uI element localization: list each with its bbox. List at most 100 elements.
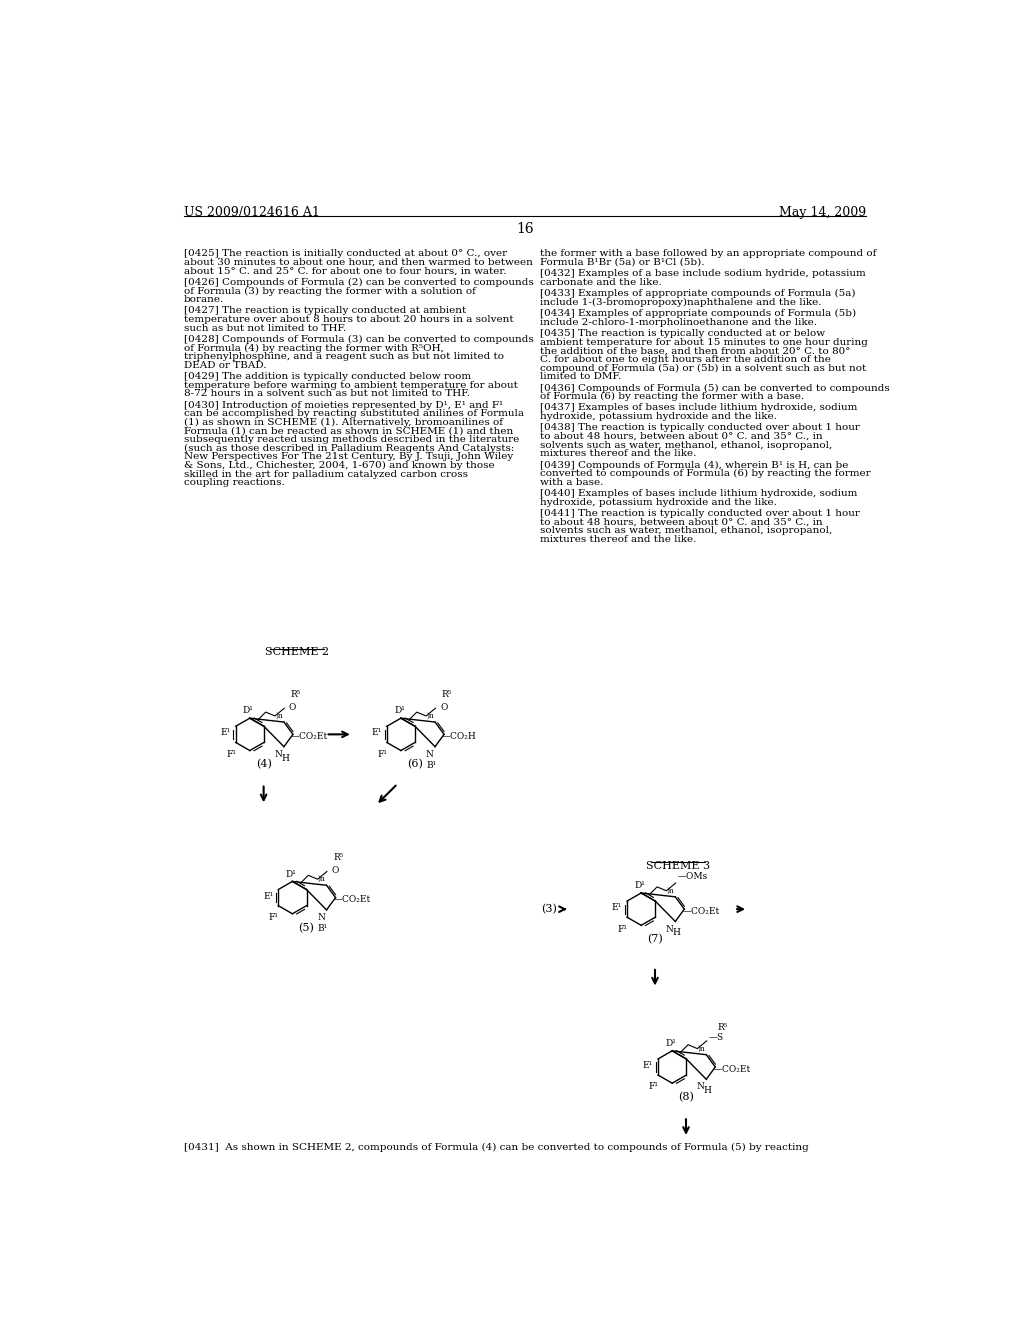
Text: —CO₂Et: —CO₂Et [714, 1065, 751, 1073]
Text: ambient temperature for about 15 minutes to one hour during: ambient temperature for about 15 minutes… [541, 338, 868, 347]
Text: New Perspectives For The 21st Century, By J. Tsuji, John Wiley: New Perspectives For The 21st Century, B… [183, 453, 513, 462]
Text: D¹: D¹ [286, 870, 296, 879]
Text: D¹: D¹ [394, 706, 404, 715]
Text: the former with a base followed by an appropriate compound of: the former with a base followed by an ap… [541, 249, 877, 259]
Text: hydroxide, potassium hydroxide and the like.: hydroxide, potassium hydroxide and the l… [541, 412, 777, 421]
Text: Formula B¹Br (5a) or B¹Cl (5b).: Formula B¹Br (5a) or B¹Cl (5b). [541, 257, 705, 267]
Text: limited to DMF.: limited to DMF. [541, 372, 622, 381]
Text: F¹: F¹ [617, 924, 628, 933]
Text: subsequently reacted using methods described in the literature: subsequently reacted using methods descr… [183, 436, 519, 445]
Text: —CO₂Et: —CO₂Et [682, 907, 720, 916]
Text: [0439] Compounds of Formula (4), wherein B¹ is H, can be: [0439] Compounds of Formula (4), wherein… [541, 461, 849, 470]
Text: O: O [289, 704, 296, 711]
Text: F¹: F¹ [268, 913, 279, 921]
Text: H: H [703, 1086, 712, 1096]
Text: D¹: D¹ [243, 706, 254, 715]
Text: (6): (6) [407, 759, 423, 770]
Text: [0431]  As shown in SCHEME 2, compounds of Formula (4) can be converted to compo: [0431] As shown in SCHEME 2, compounds o… [183, 1143, 809, 1151]
Text: E¹: E¹ [220, 729, 230, 738]
Text: R⁵: R⁵ [441, 690, 452, 700]
Text: )n: )n [697, 1044, 706, 1052]
Text: US 2009/0124616 A1: US 2009/0124616 A1 [183, 206, 319, 219]
Text: [0435] The reaction is typically conducted at or below: [0435] The reaction is typically conduct… [541, 329, 825, 338]
Text: [0440] Examples of bases include lithium hydroxide, sodium: [0440] Examples of bases include lithium… [541, 490, 858, 498]
Text: [0438] The reaction is typically conducted over about 1 hour: [0438] The reaction is typically conduct… [541, 424, 860, 433]
Text: N: N [317, 913, 325, 921]
Text: [0428] Compounds of Formula (3) can be converted to compounds: [0428] Compounds of Formula (3) can be c… [183, 335, 534, 345]
Text: B¹: B¹ [426, 760, 436, 770]
Text: about 30 minutes to about one hour, and then warmed to between: about 30 minutes to about one hour, and … [183, 257, 532, 267]
Text: (3): (3) [541, 904, 557, 915]
Text: D¹: D¹ [634, 880, 645, 890]
Text: (such as those described in Palladium Reagents And Catalysts:: (such as those described in Palladium Re… [183, 444, 514, 453]
Text: [0432] Examples of a base include sodium hydride, potassium: [0432] Examples of a base include sodium… [541, 269, 866, 279]
Text: )n: )n [275, 711, 283, 719]
Text: (7): (7) [647, 935, 663, 945]
Text: E¹: E¹ [372, 729, 382, 738]
Text: & Sons, Ltd., Chichester, 2004, 1-670) and known by those: & Sons, Ltd., Chichester, 2004, 1-670) a… [183, 461, 495, 470]
Text: skilled in the art for palladium catalyzed carbon cross: skilled in the art for palladium catalyz… [183, 470, 468, 479]
Text: about 15° C. and 25° C. for about one to four hours, in water.: about 15° C. and 25° C. for about one to… [183, 267, 506, 276]
Text: [0425] The reaction is initially conducted at about 0° C., over: [0425] The reaction is initially conduct… [183, 249, 507, 259]
Text: converted to compounds of Formula (6) by reacting the former: converted to compounds of Formula (6) by… [541, 469, 871, 478]
Text: include 1-(3-bromopropoxy)naphthalene and the like.: include 1-(3-bromopropoxy)naphthalene an… [541, 298, 822, 306]
Text: SCHEME 3: SCHEME 3 [646, 861, 711, 871]
Text: include 2-chloro-1-morpholinoethanone and the like.: include 2-chloro-1-morpholinoethanone an… [541, 318, 817, 327]
Text: the addition of the base, and then from about 20° C. to 80°: the addition of the base, and then from … [541, 346, 851, 355]
Text: R⁵: R⁵ [718, 1023, 728, 1032]
Text: H: H [282, 754, 289, 763]
Text: O: O [440, 704, 447, 711]
Text: C. for about one to eight hours after the addition of the: C. for about one to eight hours after th… [541, 355, 831, 364]
Text: —CO₂H: —CO₂H [442, 733, 477, 741]
Text: R⁵: R⁵ [291, 690, 301, 700]
Text: O: O [332, 866, 339, 875]
Text: borane.: borane. [183, 296, 224, 304]
Text: B¹: B¹ [317, 924, 328, 933]
Text: )n: )n [426, 711, 434, 719]
Text: May 14, 2009: May 14, 2009 [778, 206, 866, 219]
Text: hydroxide, potassium hydroxide and the like.: hydroxide, potassium hydroxide and the l… [541, 498, 777, 507]
Text: R⁵: R⁵ [333, 853, 343, 862]
Text: )n: )n [317, 875, 326, 883]
Text: E¹: E¹ [611, 903, 622, 912]
Text: 8-72 hours in a solvent such as but not limited to THF.: 8-72 hours in a solvent such as but not … [183, 389, 470, 399]
Text: —OMs: —OMs [677, 871, 708, 880]
Text: temperature over about 8 hours to about 20 hours in a solvent: temperature over about 8 hours to about … [183, 315, 513, 323]
Text: N: N [426, 750, 433, 759]
Text: [0426] Compounds of Formula (2) can be converted to compounds: [0426] Compounds of Formula (2) can be c… [183, 277, 534, 286]
Text: coupling reactions.: coupling reactions. [183, 478, 285, 487]
Text: solvents such as water, methanol, ethanol, isopropanol,: solvents such as water, methanol, ethano… [541, 527, 833, 536]
Text: Formula (1) can be reacted as shown in SCHEME (1) and then: Formula (1) can be reacted as shown in S… [183, 426, 513, 436]
Text: with a base.: with a base. [541, 478, 604, 487]
Text: triphenylphosphine, and a reagent such as but not limited to: triphenylphosphine, and a reagent such a… [183, 352, 504, 362]
Text: F¹: F¹ [648, 1082, 658, 1092]
Text: —S: —S [709, 1032, 723, 1041]
Text: DEAD or TBAD.: DEAD or TBAD. [183, 360, 266, 370]
Text: (5): (5) [298, 923, 314, 933]
Text: such as but not limited to THF.: such as but not limited to THF. [183, 323, 346, 333]
Text: [0434] Examples of appropriate compounds of Formula (5b): [0434] Examples of appropriate compounds… [541, 309, 856, 318]
Text: (1) as shown in SCHEME (1). Alternatively, bromoanilines of: (1) as shown in SCHEME (1). Alternativel… [183, 418, 503, 428]
Text: [0437] Examples of bases include lithium hydroxide, sodium: [0437] Examples of bases include lithium… [541, 404, 858, 412]
Text: to about 48 hours, between about 0° C. and 35° C., in: to about 48 hours, between about 0° C. a… [541, 432, 823, 441]
Text: mixtures thereof and the like.: mixtures thereof and the like. [541, 535, 696, 544]
Text: of Formula (4) by reacting the former with R⁵OH,: of Formula (4) by reacting the former wi… [183, 343, 443, 352]
Text: can be accomplished by reacting substituted anilines of Formula: can be accomplished by reacting substitu… [183, 409, 524, 418]
Text: [0433] Examples of appropriate compounds of Formula (5a): [0433] Examples of appropriate compounds… [541, 289, 856, 298]
Text: 16: 16 [516, 222, 534, 235]
Text: E¹: E¹ [263, 891, 273, 900]
Text: F¹: F¹ [377, 750, 387, 759]
Text: compound of Formula (5a) or (5b) in a solvent such as but not: compound of Formula (5a) or (5b) in a so… [541, 363, 866, 372]
Text: [0430] Introduction of moieties represented by D¹, E¹ and F¹: [0430] Introduction of moieties represen… [183, 401, 503, 409]
Text: (4): (4) [256, 759, 271, 770]
Text: of Formula (3) by reacting the former with a solution of: of Formula (3) by reacting the former wi… [183, 286, 476, 296]
Text: H: H [673, 928, 681, 937]
Text: SCHEME 2: SCHEME 2 [265, 647, 329, 657]
Text: N: N [666, 924, 674, 933]
Text: D¹: D¹ [666, 1039, 676, 1048]
Text: N: N [274, 750, 283, 759]
Text: solvents such as water, methanol, ethanol, isopropanol,: solvents such as water, methanol, ethano… [541, 441, 833, 450]
Text: —CO₂Et: —CO₂Et [334, 895, 371, 904]
Text: carbonate and the like.: carbonate and the like. [541, 277, 663, 286]
Text: [0441] The reaction is typically conducted over about 1 hour: [0441] The reaction is typically conduct… [541, 510, 860, 517]
